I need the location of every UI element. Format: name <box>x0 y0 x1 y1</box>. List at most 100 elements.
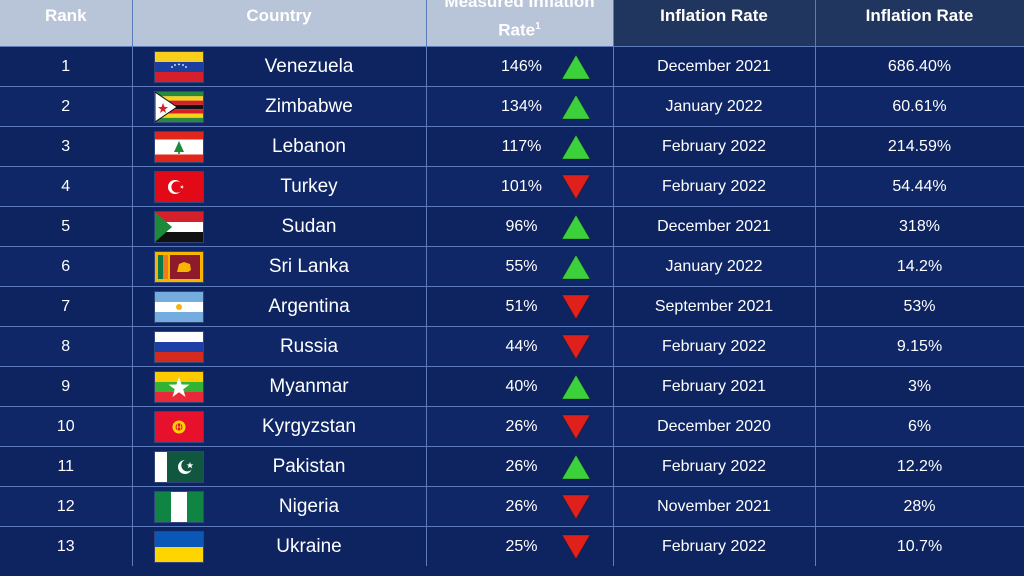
trend-up-arrow-icon <box>560 214 591 240</box>
rank-cell: 13 <box>0 526 133 566</box>
country-name: Zimbabwe <box>265 95 353 117</box>
rank-cell: 12 <box>0 486 133 527</box>
inflation-rate-cell: 28% <box>815 486 1024 527</box>
inflation-date-cell: December 2020 <box>613 406 816 447</box>
country-cell: Turkey <box>132 166 427 207</box>
flag-kyrgyzstan-icon <box>154 412 203 442</box>
rank-cell: 11 <box>0 446 133 487</box>
inflation-rate-cell: 10.7% <box>815 526 1024 566</box>
measured-inflation-value: 96% <box>505 217 538 235</box>
measured-inflation-cell: 40% <box>426 366 614 407</box>
table-row: 9 Myanmar 40% February 2021 3% <box>0 366 1024 407</box>
country-cell: Venezuela <box>132 46 427 87</box>
rank-cell: 5 <box>0 206 133 247</box>
trend-up-arrow-icon <box>560 374 591 400</box>
header-measured-line2: Rate <box>498 20 536 40</box>
measured-inflation-cell: 96% <box>426 206 614 247</box>
inflation-rate-cell: 14.2% <box>815 246 1024 287</box>
trend-down-arrow-icon <box>560 174 591 200</box>
country-name: Russia <box>279 335 339 357</box>
inflation-rate-cell: 12.2% <box>815 446 1024 487</box>
measured-inflation-cell: 117% <box>426 126 614 167</box>
measured-inflation-value: 146% <box>501 57 542 75</box>
inflation-rate-cell: 214.59% <box>815 126 1024 167</box>
country-cell: Nigeria <box>132 486 427 527</box>
table-row: 8 Russia 44% February 2022 9.15% <box>0 326 1024 367</box>
country-cell: Zimbabwe <box>132 86 427 127</box>
country-cell: Myanmar <box>132 366 427 407</box>
measured-inflation-value: 44% <box>505 337 538 355</box>
rank-cell: 3 <box>0 126 133 167</box>
flag-argentina-icon <box>154 292 203 322</box>
country-cell: Argentina <box>132 286 427 327</box>
measured-inflation-value: 55% <box>505 257 538 275</box>
trend-up-arrow-icon <box>560 94 591 120</box>
measured-inflation-cell: 25% <box>426 526 614 566</box>
flag-myanmar-icon <box>154 372 203 402</box>
header-rank: Rank <box>0 0 133 47</box>
header-measured-line1: Measured Inflation <box>444 0 595 12</box>
flag-ukraine-icon <box>154 532 203 562</box>
trend-up-arrow-icon <box>560 454 591 480</box>
measured-inflation-cell: 44% <box>426 326 614 367</box>
table-row: 12 Nigeria 26% November 2021 28% <box>0 486 1024 527</box>
measured-inflation-cell: 55% <box>426 246 614 287</box>
measured-inflation-value: 26% <box>505 497 538 515</box>
country-name: Pakistan <box>272 455 346 477</box>
inflation-rate-cell: 9.15% <box>815 326 1024 367</box>
country-name: Myanmar <box>269 375 349 397</box>
measured-inflation-cell: 51% <box>426 286 614 327</box>
flag-turkey-icon <box>154 172 203 202</box>
header-inflation-rate-date: Inflation Rate <box>613 0 816 47</box>
inflation-rate-cell: 60.61% <box>815 86 1024 127</box>
flag-venezuela-icon <box>154 52 203 82</box>
table-row: 11 Pakistan 26% February 2022 12.2% <box>0 446 1024 487</box>
country-cell: Kyrgyzstan <box>132 406 427 447</box>
inflation-date-cell: December 2021 <box>613 46 816 87</box>
inflation-rate-cell: 6% <box>815 406 1024 447</box>
table-row: 4 Turkey 101% February 2022 54.44% <box>0 166 1024 207</box>
rank-cell: 9 <box>0 366 133 407</box>
country-name: Kyrgyzstan <box>262 415 356 437</box>
table-row: 7 Argentina 51% September 2021 53% <box>0 286 1024 327</box>
inflation-date-cell: November 2021 <box>613 486 816 527</box>
table-row: 10 Kyrgyzstan 26% December 2020 6% <box>0 406 1024 447</box>
country-cell: Lebanon <box>132 126 427 167</box>
inflation-date-cell: February 2021 <box>613 366 816 407</box>
measured-inflation-cell: 146% <box>426 46 614 87</box>
country-cell: Pakistan <box>132 446 427 487</box>
country-name: Venezuela <box>264 55 354 77</box>
trend-down-arrow-icon <box>560 534 591 560</box>
flag-zimbabwe-icon <box>154 92 203 122</box>
measured-inflation-value: 51% <box>505 297 538 315</box>
measured-inflation-value: 25% <box>505 537 538 555</box>
inflation-rate-cell: 318% <box>815 206 1024 247</box>
inflation-rate-cell: 53% <box>815 286 1024 327</box>
rank-cell: 2 <box>0 86 133 127</box>
header-inflation-rate-value: Inflation Rate <box>815 0 1024 47</box>
inflation-date-cell: September 2021 <box>613 286 816 327</box>
header-country: Country <box>132 0 427 47</box>
measured-inflation-value: 134% <box>501 97 542 115</box>
country-name: Turkey <box>280 175 338 197</box>
inflation-rate-cell: 3% <box>815 366 1024 407</box>
measured-inflation-value: 40% <box>505 377 538 395</box>
inflation-rate-cell: 686.40% <box>815 46 1024 87</box>
country-name: Nigeria <box>278 495 340 517</box>
measured-inflation-cell: 26% <box>426 406 614 447</box>
inflation-date-cell: February 2022 <box>613 526 816 566</box>
measured-inflation-cell: 26% <box>426 446 614 487</box>
country-name: Sudan <box>281 215 337 237</box>
table-body: 1 Venezuela 146% December 2021 686.40% 2 Zimba… <box>0 46 1024 566</box>
table-row: 13 Ukraine 25% February 2022 10.7% <box>0 526 1024 566</box>
measured-inflation-value: 26% <box>505 457 538 475</box>
flag-sri-lanka-icon <box>154 252 203 282</box>
rank-cell: 4 <box>0 166 133 207</box>
country-cell: Sri Lanka <box>132 246 427 287</box>
country-name: Ukraine <box>276 535 342 557</box>
rank-cell: 10 <box>0 406 133 447</box>
table-row: 2 Zimbabwe 134% January 2022 60.61% <box>0 86 1024 127</box>
table-row: 6 Sri Lanka 55% January 2022 14.2% <box>0 246 1024 287</box>
